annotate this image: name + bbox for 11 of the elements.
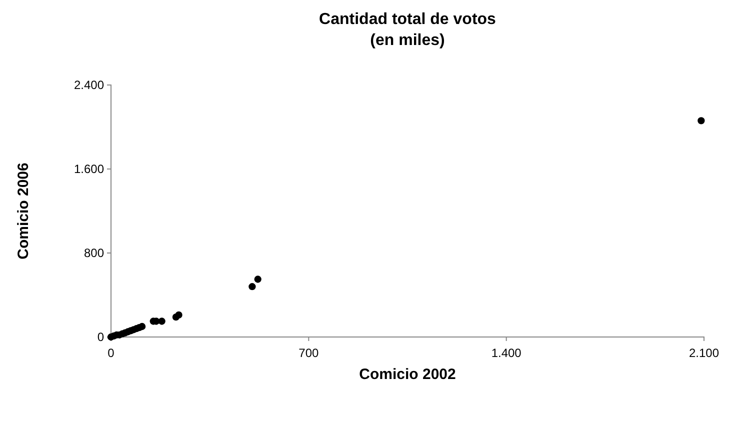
x-tick-label: 0 bbox=[108, 346, 115, 360]
y-tick-label: 800 bbox=[84, 246, 104, 260]
chart-title: Cantidad total de votos (en miles) bbox=[319, 11, 496, 49]
x-axis-title: Comicio 2002 bbox=[359, 366, 456, 383]
y-axis-title: Comicio 2006 bbox=[15, 162, 32, 260]
x-tick-label: 2.100 bbox=[688, 346, 720, 360]
y-tick-label: 1.600 bbox=[74, 162, 104, 176]
y-tick-label: 2.400 bbox=[74, 78, 104, 92]
x-tick-label: 1.400 bbox=[491, 346, 522, 360]
y-tick-label: 0 bbox=[97, 330, 104, 344]
x-tick-label: 700 bbox=[298, 346, 319, 360]
